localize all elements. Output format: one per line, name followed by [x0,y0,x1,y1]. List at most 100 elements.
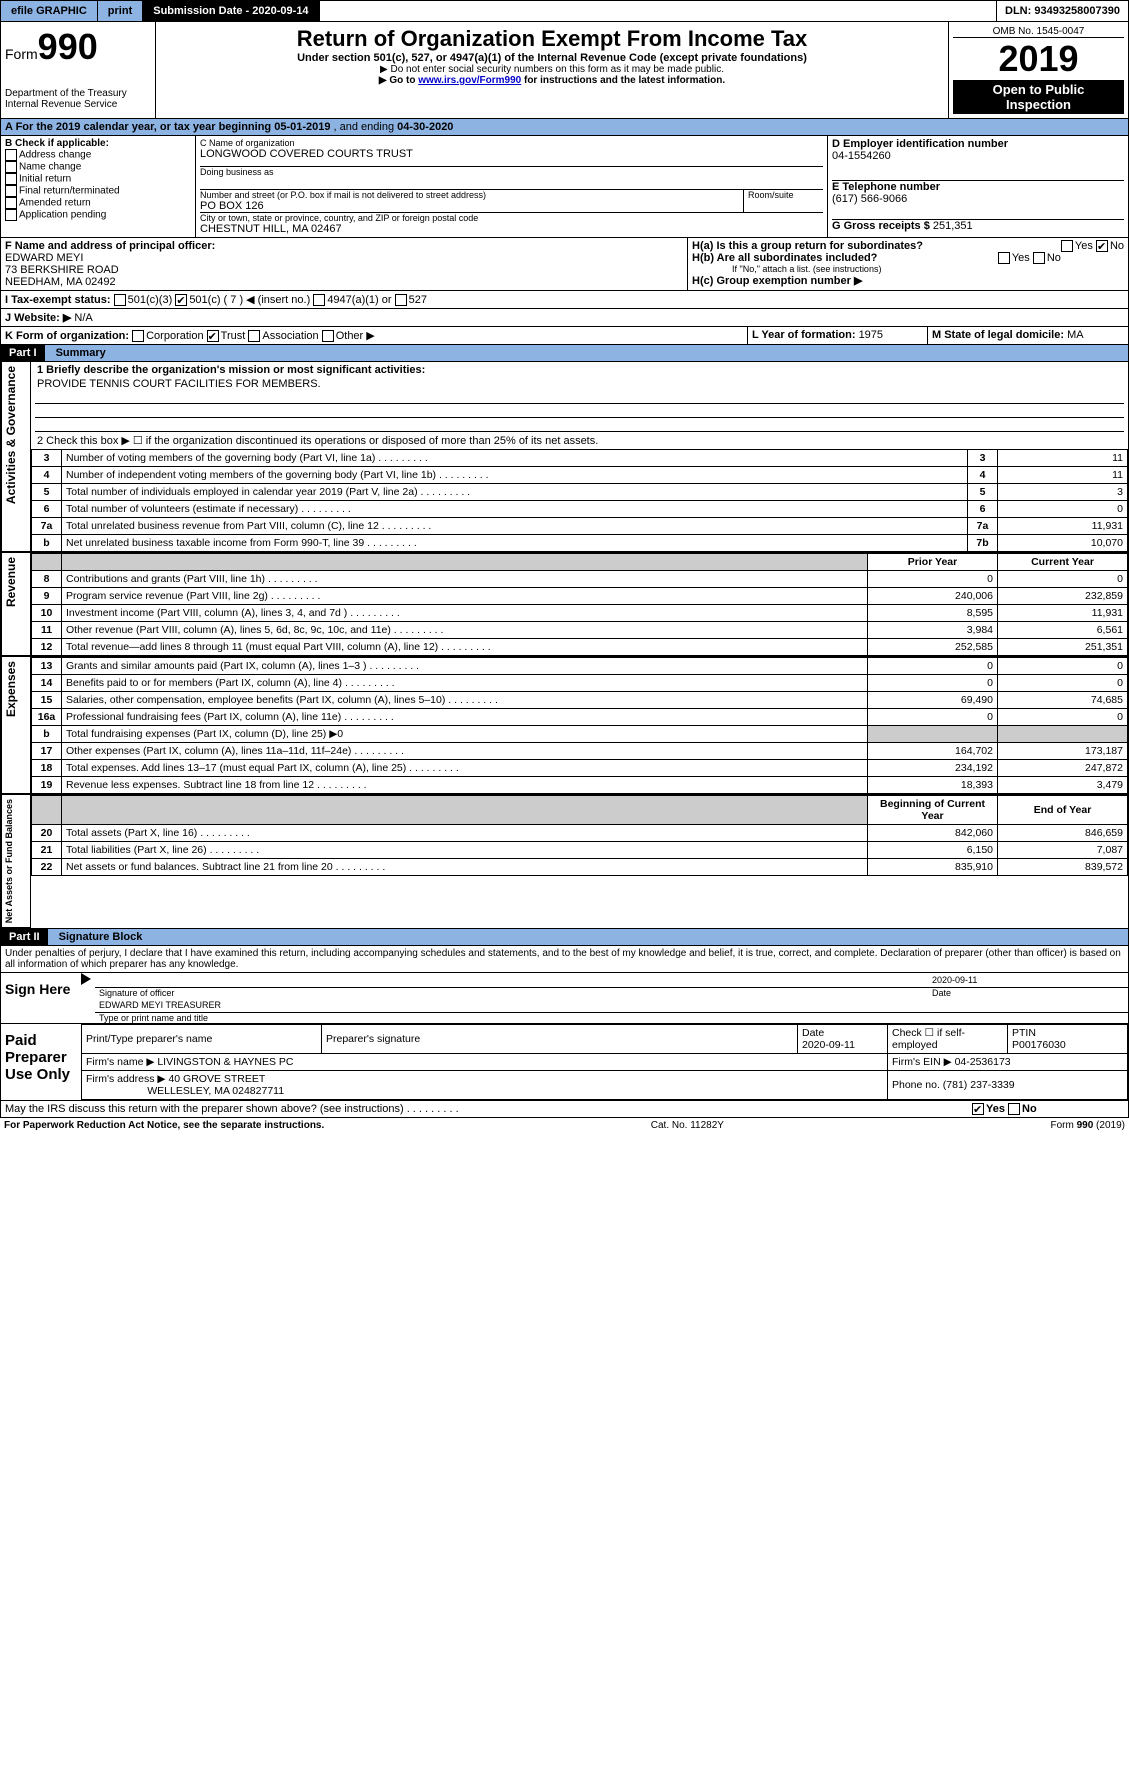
sig-officer-line [95,973,928,988]
table-row: 12Total revenue—add lines 8 through 11 (… [32,639,1128,656]
section-c: C Name of organization LONGWOOD COVERED … [196,136,828,237]
officer-name: EDWARD MEYI TREASURER [95,998,1128,1013]
table-row: 16aProfessional fundraising fees (Part I… [32,709,1128,726]
table-row: 11Other revenue (Part VIII, column (A), … [32,622,1128,639]
checkbox-discuss-no[interactable] [1008,1103,1020,1115]
part1-revenue: Revenue Prior YearCurrent Year8Contribut… [0,553,1129,657]
checkbox-final-return[interactable] [5,185,17,197]
table-row: 21Total liabilities (Part X, line 26)6,1… [32,842,1128,859]
part1-header: Part I Summary [0,345,1129,362]
org-city: CHESTNUT HILL, MA 02467 [200,223,823,235]
irs-link[interactable]: www.irs.gov/Form990 [418,75,521,86]
table-row: 9Program service revenue (Part VIII, lin… [32,588,1128,605]
section-d-e-g: D Employer identification number 04-1554… [828,136,1128,237]
side-revenue: Revenue [1,553,31,656]
side-governance: Activities & Governance [1,362,31,552]
efile-button[interactable]: efile GRAPHIC [1,1,98,21]
sig-date: 2020-09-11 [928,973,1128,988]
form-number: Form990 [5,26,151,68]
officer-group-row: F Name and address of principal officer:… [0,238,1129,291]
side-expenses: Expenses [1,657,31,794]
omb-number: OMB No. 1545-0047 [953,26,1124,38]
table-row: 5Total number of individuals employed in… [32,484,1128,501]
checkbox-address-change[interactable] [5,149,17,161]
page-footer: For Paperwork Reduction Act Notice, see … [0,1118,1129,1133]
netassets-table: Beginning of Current YearEnd of Year20To… [31,795,1128,876]
form-header: Form990 Department of the Treasury Inter… [0,22,1129,119]
table-row: 6Total number of volunteers (estimate if… [32,501,1128,518]
checkbox-amended[interactable] [5,197,17,209]
checkbox-discuss-yes[interactable] [972,1103,984,1115]
table-row: 20Total assets (Part X, line 16)842,0608… [32,825,1128,842]
tax-exempt-row: I Tax-exempt status: 501(c)(3) 501(c) ( … [0,291,1129,309]
open-to-public: Open to PublicInspection [953,80,1124,114]
org-info-row: B Check if applicable: Address change Na… [0,136,1129,238]
form-org-row: K Form of organization: Corporation Trus… [0,327,1129,345]
governance-table: 3Number of voting members of the governi… [31,449,1128,552]
sign-here-block: Sign Here 2020-09-11 Signature of office… [0,973,1129,1024]
side-netassets: Net Assets or Fund Balances [1,795,31,928]
expenses-table: 13Grants and similar amounts paid (Part … [31,657,1128,794]
subtitle-2: ▶ Do not enter social security numbers o… [160,64,944,75]
submission-date-badge: Submission Date - 2020-09-14 [143,1,319,21]
checkbox-4947[interactable] [313,294,325,306]
discuss-row: May the IRS discuss this return with the… [0,1101,1129,1118]
paid-preparer-block: Paid Preparer Use Only Print/Type prepar… [0,1024,1129,1101]
table-row: 10Investment income (Part VIII, column (… [32,605,1128,622]
part1-netassets: Net Assets or Fund Balances Beginning of… [0,795,1129,929]
part2-header: Part II Signature Block [0,929,1129,946]
table-row: 4Number of independent voting members of… [32,467,1128,484]
dln-label: DLN: 93493258007390 [996,1,1128,21]
irs-label: Internal Revenue Service [5,99,151,110]
checkbox-hb-no[interactable] [1033,252,1045,264]
checkbox-corp[interactable] [132,330,144,342]
gross-receipts: 251,351 [933,220,973,232]
table-row: 18Total expenses. Add lines 13–17 (must … [32,760,1128,777]
arrow-icon [81,973,91,985]
print-button[interactable]: print [98,1,143,21]
table-row: 13Grants and similar amounts paid (Part … [32,658,1128,675]
table-row: 7aTotal unrelated business revenue from … [32,518,1128,535]
mission-text: PROVIDE TENNIS COURT FACILITIES FOR MEMB… [31,378,1128,390]
part1-expenses: Expenses 13Grants and similar amounts pa… [0,657,1129,795]
table-row: bNet unrelated business taxable income f… [32,535,1128,552]
table-row: 17Other expenses (Part IX, column (A), l… [32,743,1128,760]
checkbox-initial-return[interactable] [5,173,17,185]
checkbox-application[interactable] [5,209,17,221]
checkbox-hb-yes[interactable] [998,252,1010,264]
perjury-statement: Under penalties of perjury, I declare th… [0,946,1129,973]
table-row: 14Benefits paid to or for members (Part … [32,675,1128,692]
org-name: LONGWOOD COVERED COURTS TRUST [200,148,823,160]
table-row: 3Number of voting members of the governi… [32,450,1128,467]
ein-value: 04-1554260 [832,150,1124,162]
checkbox-assoc[interactable] [248,330,260,342]
subtitle-1: Under section 501(c), 527, or 4947(a)(1)… [160,52,944,64]
tax-period-row: A For the 2019 calendar year, or tax yea… [0,119,1129,136]
checkbox-other[interactable] [322,330,334,342]
checkbox-name-change[interactable] [5,161,17,173]
section-f: F Name and address of principal officer:… [1,238,688,290]
dept-treasury: Department of the Treasury [5,88,151,99]
section-h: H(a) Is this a group return for subordin… [688,238,1128,290]
table-row: 8Contributions and grants (Part VIII, li… [32,571,1128,588]
checkbox-ha-yes[interactable] [1061,240,1073,252]
top-toolbar: efile GRAPHIC print Submission Date - 20… [0,0,1129,22]
section-b: B Check if applicable: Address change Na… [1,136,196,237]
revenue-table: Prior YearCurrent Year8Contributions and… [31,553,1128,656]
checkbox-trust[interactable] [207,330,219,342]
subtitle-3: ▶ Go to www.irs.gov/Form990 for instruct… [160,75,944,86]
checkbox-501c[interactable] [175,294,187,306]
checkbox-527[interactable] [395,294,407,306]
checkbox-501c3[interactable] [114,294,126,306]
table-row: 22Net assets or fund balances. Subtract … [32,859,1128,876]
org-address: PO BOX 126 [200,200,743,212]
form-title: Return of Organization Exempt From Incom… [160,26,944,52]
table-row: 15Salaries, other compensation, employee… [32,692,1128,709]
table-row: bTotal fundraising expenses (Part IX, co… [32,726,1128,743]
tax-year: 2019 [953,38,1124,80]
checkbox-ha-no[interactable] [1096,240,1108,252]
phone-value: (617) 566-9066 [832,193,1124,205]
table-row: 19Revenue less expenses. Subtract line 1… [32,777,1128,794]
part1-governance: Activities & Governance 1 Briefly descri… [0,362,1129,553]
website-row: J Website: ▶ N/A [0,309,1129,327]
